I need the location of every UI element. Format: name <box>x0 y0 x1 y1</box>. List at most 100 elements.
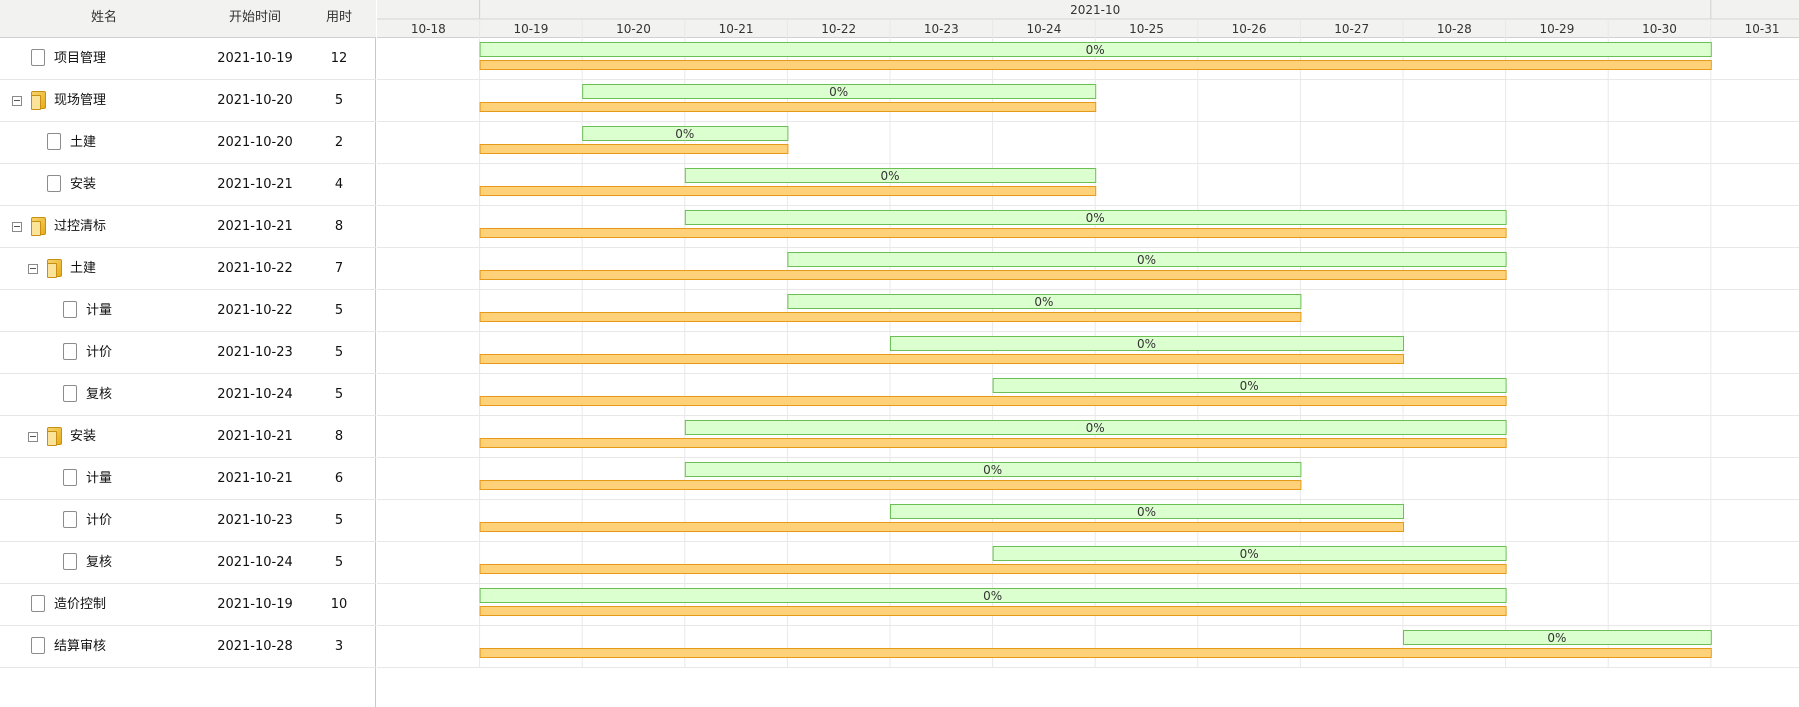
task-start: 2021-10-19 <box>217 597 293 612</box>
baseline-bar[interactable] <box>479 354 1405 364</box>
task-start: 2021-10-24 <box>217 555 293 570</box>
baseline-bar[interactable] <box>479 396 1507 406</box>
collapse-toggle-icon[interactable] <box>12 96 22 106</box>
task-name: 计量 <box>86 471 113 486</box>
day-label: 10-26 <box>1232 22 1267 36</box>
task-name: 安装 <box>70 429 97 444</box>
task-duration: 12 <box>330 51 348 66</box>
task-start: 2021-10-28 <box>217 639 293 654</box>
baseline-bar[interactable] <box>479 564 1507 574</box>
baseline-bar[interactable] <box>479 144 789 154</box>
baseline-bar[interactable] <box>479 312 1302 322</box>
baseline-bar[interactable] <box>479 438 1507 448</box>
plan-bar[interactable] <box>582 84 1097 99</box>
task-name: 计价 <box>86 513 113 528</box>
progress-label: 0% <box>983 463 1002 477</box>
baseline-bar[interactable] <box>479 186 1097 196</box>
day-label: 10-22 <box>821 22 856 36</box>
progress-label: 0% <box>1240 547 1259 561</box>
plan-bar[interactable] <box>890 504 1404 519</box>
progress-label: 0% <box>983 589 1002 603</box>
task-start: 2021-10-22 <box>217 303 293 318</box>
task-start: 2021-10-21 <box>217 429 293 444</box>
table-row[interactable]: 结算审核 2021-10-28 3 <box>0 626 376 668</box>
task-duration: 5 <box>334 555 344 570</box>
table-row[interactable]: 计价 2021-10-23 5 <box>0 500 376 542</box>
table-row[interactable]: 复核 2021-10-24 5 <box>0 542 376 584</box>
gantt-chart-svg: 2021-10 10-18 10-19 10-20 10-21 10-22 10-23 10-… <box>377 0 1799 668</box>
plan-bar[interactable] <box>787 252 1507 267</box>
file-icon <box>63 553 77 570</box>
table-row[interactable]: 现场管理 2021-10-20 5 <box>0 80 376 122</box>
task-name: 计价 <box>86 345 113 360</box>
plan-bar[interactable] <box>992 546 1507 561</box>
collapse-toggle-icon[interactable] <box>28 264 38 274</box>
baseline-bar[interactable] <box>479 606 1507 616</box>
baseline-bar[interactable] <box>479 480 1302 490</box>
task-name: 现场管理 <box>54 93 107 108</box>
table-row[interactable]: 项目管理 2021-10-19 12 <box>0 38 376 80</box>
task-name: 土建 <box>70 135 97 150</box>
baseline-bar[interactable] <box>479 228 1507 238</box>
task-duration: 8 <box>334 429 344 444</box>
plan-bar[interactable] <box>684 168 1097 183</box>
task-start: 2021-10-20 <box>217 135 293 150</box>
table-row[interactable]: 土建 2021-10-20 2 <box>0 122 376 164</box>
plan-bar[interactable] <box>479 588 1507 603</box>
progress-label: 0% <box>1240 379 1259 393</box>
task-duration: 10 <box>330 597 348 612</box>
baseline-bar[interactable] <box>479 102 1097 112</box>
plan-bar[interactable] <box>684 420 1507 435</box>
plan-bar[interactable] <box>1403 630 1712 645</box>
plan-bar[interactable] <box>684 210 1507 225</box>
day-label: 10-18 <box>411 22 446 36</box>
file-icon <box>31 637 45 654</box>
day-label: 10-25 <box>1129 22 1164 36</box>
task-name: 计量 <box>86 303 113 318</box>
day-label: 10-23 <box>924 22 959 36</box>
table-row[interactable]: 计量 2021-10-22 5 <box>0 290 376 332</box>
column-header-name[interactable]: 姓名 <box>90 10 117 25</box>
day-label: 10-28 <box>1437 22 1472 36</box>
task-name: 安装 <box>70 177 97 192</box>
plan-bar[interactable] <box>479 42 1712 57</box>
file-icon <box>31 595 45 612</box>
column-header-duration[interactable]: 用时 <box>325 10 352 25</box>
baseline-bar[interactable] <box>479 270 1507 280</box>
progress-label: 0% <box>1547 631 1566 645</box>
plan-bar[interactable] <box>992 378 1507 393</box>
table-row[interactable]: 复核 2021-10-24 5 <box>0 374 376 416</box>
day-label: 10-31 <box>1745 22 1780 36</box>
collapse-toggle-icon[interactable] <box>28 432 38 442</box>
collapse-toggle-icon[interactable] <box>12 222 22 232</box>
table-row[interactable]: 计量 2021-10-21 6 <box>0 458 376 500</box>
baseline-bar[interactable] <box>479 522 1405 532</box>
table-row[interactable]: 过控清标 2021-10-21 8 <box>0 206 376 248</box>
task-start: 2021-10-24 <box>217 387 293 402</box>
progress-label: 0% <box>1086 421 1105 435</box>
progress-label: 0% <box>829 85 848 99</box>
plan-bar[interactable] <box>890 336 1404 351</box>
file-icon <box>47 133 61 150</box>
table-row[interactable]: 计价 2021-10-23 5 <box>0 332 376 374</box>
plan-bar[interactable] <box>684 462 1302 477</box>
task-duration: 8 <box>334 219 344 234</box>
file-icon <box>47 175 61 192</box>
task-duration: 5 <box>334 345 344 360</box>
baseline-bar[interactable] <box>479 60 1712 70</box>
day-label: 10-29 <box>1539 22 1574 36</box>
file-icon <box>31 49 45 66</box>
plan-bar[interactable] <box>787 294 1302 309</box>
table-row[interactable]: 安装 2021-10-21 4 <box>0 164 376 206</box>
baseline-bar[interactable] <box>479 648 1712 658</box>
day-label: 10-24 <box>1026 22 1061 36</box>
table-row[interactable]: 造价控制 2021-10-19 10 <box>0 584 376 626</box>
table-row[interactable]: 土建 2021-10-22 7 <box>0 248 376 290</box>
progress-label: 0% <box>1086 211 1105 225</box>
table-row[interactable]: 安装 2021-10-21 8 <box>0 416 376 458</box>
plan-bar[interactable] <box>582 126 789 141</box>
column-header-start[interactable]: 开始时间 <box>228 10 281 25</box>
day-label: 10-20 <box>616 22 651 36</box>
task-name: 复核 <box>86 555 113 570</box>
